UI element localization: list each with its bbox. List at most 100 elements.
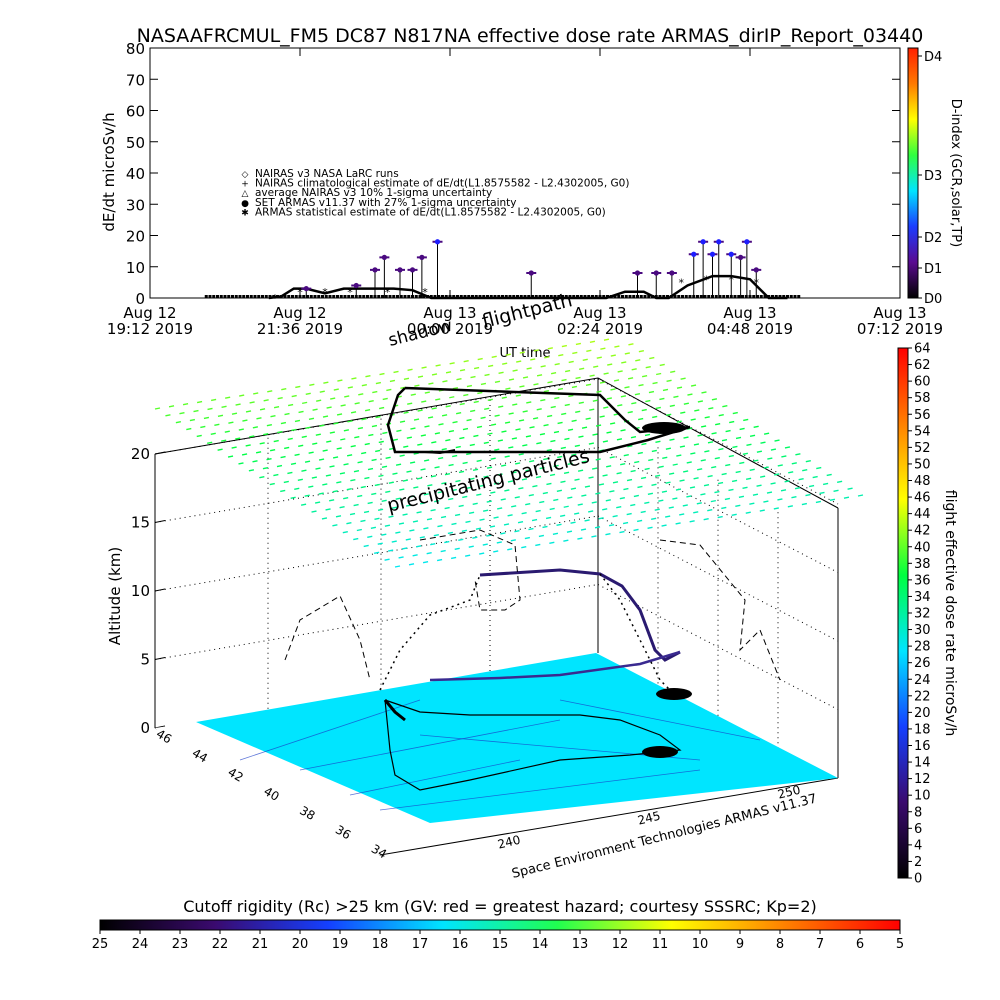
particle-dash (586, 349, 592, 353)
particle-dash (700, 425, 707, 428)
particle-dash (533, 383, 539, 386)
particle-dash (367, 535, 373, 539)
particle-dash (571, 385, 578, 389)
particle-dash (549, 541, 555, 545)
particle-dash (570, 521, 576, 524)
particle-dash (805, 459, 811, 463)
baseline-point (696, 295, 699, 298)
legend-symbol: △ (242, 189, 249, 199)
baseline-point (309, 295, 313, 298)
particle-dash (588, 510, 594, 513)
particle-dash (465, 486, 471, 490)
particle-dash (381, 533, 387, 536)
baseline-point (227, 295, 231, 298)
particle-dash (385, 490, 391, 493)
particle-dash (749, 434, 756, 438)
baseline-point (714, 295, 718, 298)
particle-dash (466, 384, 473, 388)
particle-dash (319, 390, 325, 393)
baseline-point (257, 295, 261, 298)
baseline-point (628, 295, 632, 298)
particle-dash (357, 494, 363, 498)
ground-contour (559, 699, 761, 741)
particle-dash (422, 561, 429, 564)
particle-dash (798, 478, 804, 481)
particle-dash (644, 501, 650, 505)
particle-dash (350, 411, 357, 414)
particle-dash (437, 490, 443, 494)
particle-dash (623, 487, 629, 491)
particle-dash (591, 535, 597, 538)
particle-dash (630, 469, 636, 473)
particle-dash (666, 413, 672, 416)
particle-dash (561, 412, 567, 416)
particle-dash (662, 456, 668, 459)
top-y-tick-label: 70 (126, 71, 145, 89)
particle-dash (547, 414, 553, 418)
particle-dash (738, 495, 745, 499)
baseline-point (208, 295, 212, 298)
particle-dash (743, 418, 749, 422)
particle-dash (410, 393, 416, 396)
baseline-point (684, 295, 688, 298)
particle-dash (553, 430, 560, 434)
precipitating-label: precipitating particles (385, 445, 592, 517)
particle-dash (294, 453, 300, 457)
particle-dash (668, 506, 674, 509)
baseline-point (384, 295, 388, 298)
particle-dash (795, 453, 801, 456)
top-x-tick-date: Aug 12 (123, 304, 176, 322)
baseline-point (797, 295, 801, 298)
particle-dash (568, 360, 574, 364)
d-index-tick-label: D2 (924, 231, 942, 246)
baseline-point (377, 295, 381, 298)
armas-point (716, 239, 722, 245)
particle-dash (375, 449, 381, 453)
particle-dash (500, 498, 506, 501)
particle-dash (493, 482, 500, 485)
particle-dash (613, 379, 620, 382)
armas-point (700, 239, 706, 245)
dose-tick-label: 28 (914, 640, 931, 655)
particle-dash (479, 484, 486, 487)
flight-path-cruise (479, 568, 681, 662)
particle-dash (490, 423, 497, 426)
particle-dash (574, 478, 580, 481)
cutoff-tick-label: 20 (292, 937, 309, 952)
particle-dash (193, 409, 199, 413)
baseline-point (538, 295, 542, 298)
particle-dash (749, 502, 755, 505)
particle-dash (476, 459, 482, 462)
particle-dash (571, 419, 577, 423)
armas-point (753, 267, 759, 273)
dose-tick-label: 14 (914, 756, 931, 771)
low-alt-cluster (656, 688, 692, 700)
particle-dash (475, 527, 482, 530)
dose-tick-label: 22 (914, 689, 931, 704)
baseline-point (688, 295, 692, 298)
particle-dash (822, 482, 829, 486)
dose-colorbar-label: flight effective dose rate microSv/h (942, 490, 958, 736)
particle-dash (651, 483, 657, 487)
top-y-tick-label: 50 (126, 134, 145, 152)
particle-dash (672, 463, 678, 466)
armas-point (669, 270, 675, 276)
particle-dash (532, 417, 539, 420)
particle-dash (448, 429, 455, 433)
legend-symbol: ● (241, 199, 249, 209)
particle-dash (349, 512, 356, 516)
armas-point (409, 267, 416, 273)
particle-dash (584, 485, 591, 488)
baseline-point (489, 295, 493, 298)
particle-dash (528, 527, 534, 531)
cutoff-tick-label: 24 (132, 937, 149, 952)
particle-dash (287, 437, 293, 441)
particle-dash (542, 525, 548, 529)
particle-dash (487, 398, 493, 402)
particle-dash (784, 446, 791, 449)
particle-dash (577, 469, 584, 472)
particle-dash (690, 452, 696, 455)
armas-point (691, 251, 697, 257)
baseline-point (677, 295, 681, 298)
